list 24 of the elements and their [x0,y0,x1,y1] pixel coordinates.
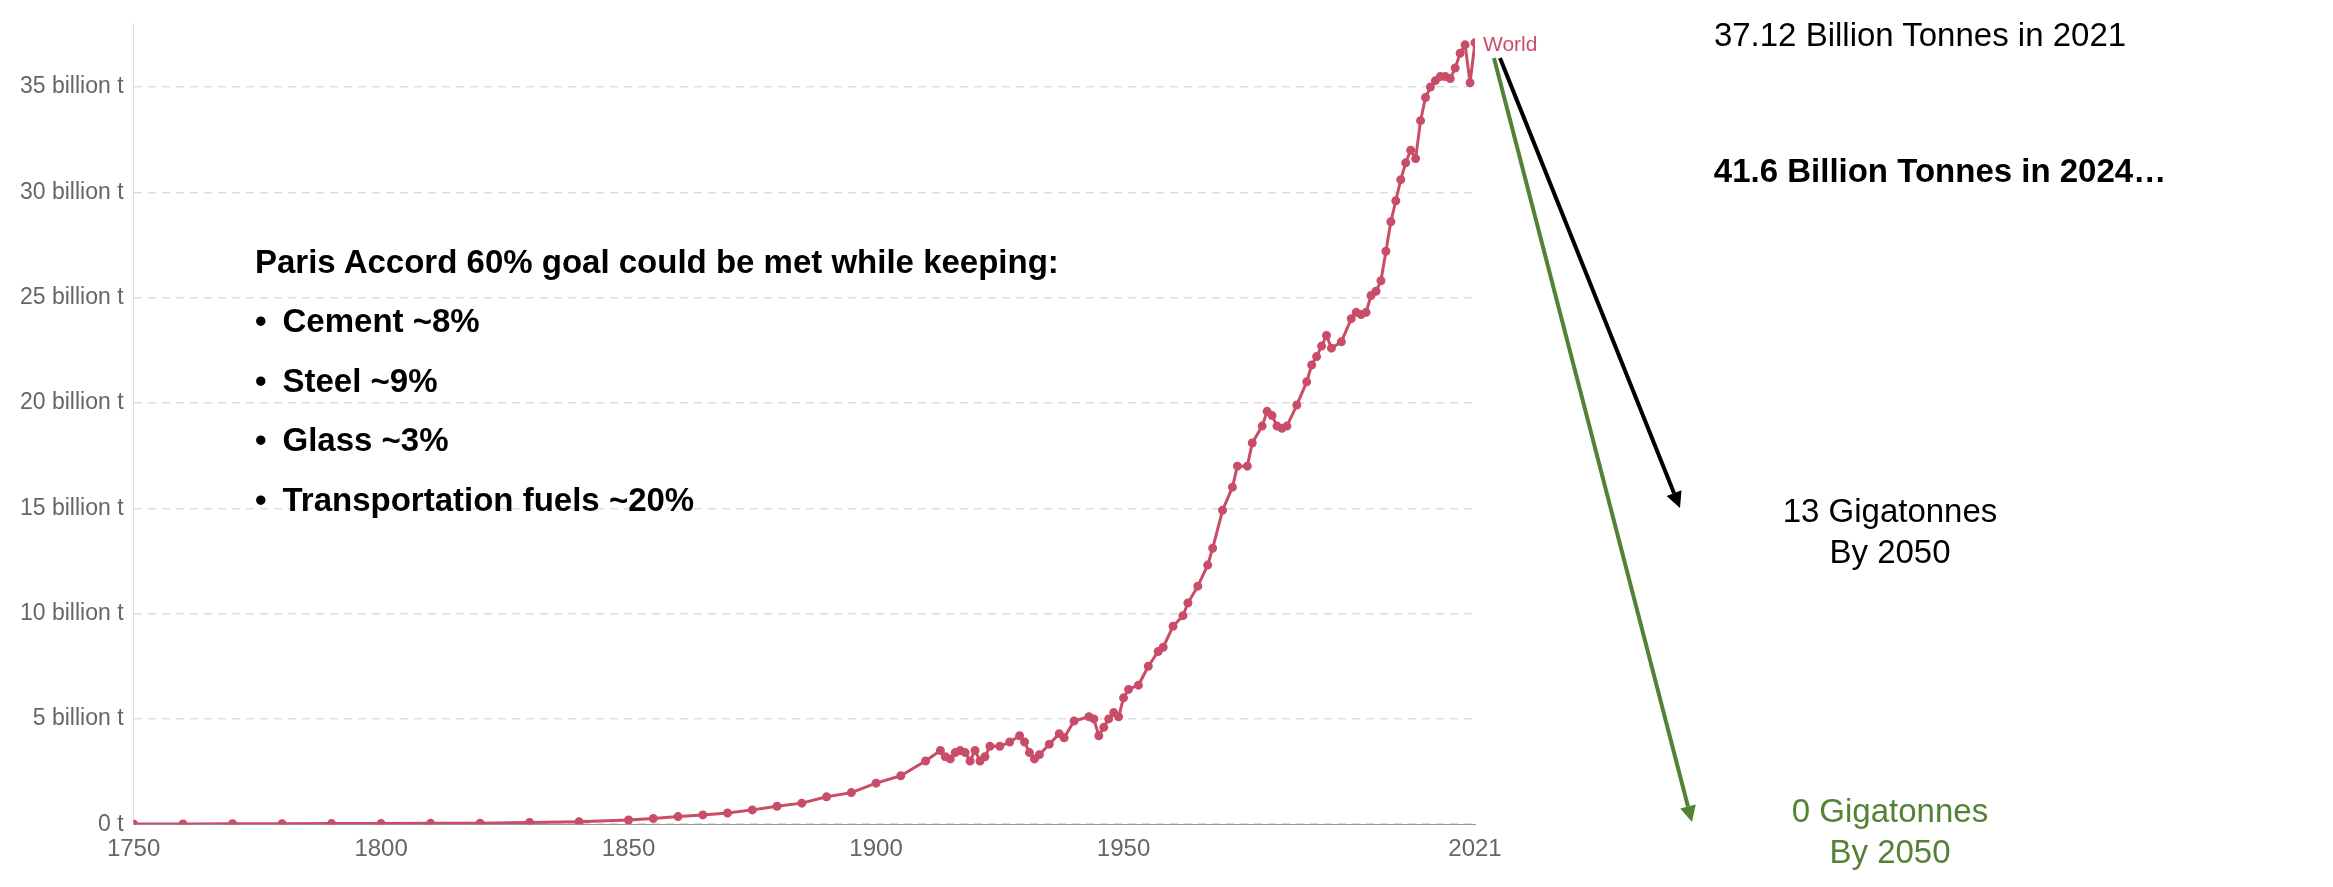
x-tick-label: 1750 [106,834,161,862]
text: 41.6 Billion Tonnes in 2024… [1712,151,2168,191]
y-tick-label: 0 t [97,809,125,836]
y-tick-label: 35 billion t [19,72,125,99]
text: 37.12 Billion Tonnes in 2021 [1712,15,2128,55]
x-tick-label: 1900 [849,834,903,862]
y-tick-label: 30 billion t [19,177,125,204]
text: 0 Gigatonnes By 2050 [1790,791,1990,873]
text: 13 Gigatonnes By 2050 [1781,491,1999,573]
y-tick-label: 10 billion t [19,598,125,625]
x-tick-label: 1800 [354,834,408,862]
annotation: • Glass ~3% [255,420,450,461]
y-tick-label: 5 billion t [32,704,125,731]
series-label: World [1483,31,1538,55]
y-tick-label: 20 billion t [19,388,125,415]
y-tick-label: 15 billion t [19,493,125,520]
annotation: • Cement ~8% [255,301,481,342]
x-tick-label: 1850 [601,834,656,862]
y-tick-label: 25 billion t [19,282,125,309]
annotation: • Transportation fuels ~20% [255,479,696,520]
x-tick-label: 1950 [1096,834,1151,862]
annotation: Paris Accord 60% goal could be met while keeping: [255,242,1059,282]
annotation: • Steel ~9% [255,360,439,401]
x-tick-label: 2021 [1448,834,1502,862]
